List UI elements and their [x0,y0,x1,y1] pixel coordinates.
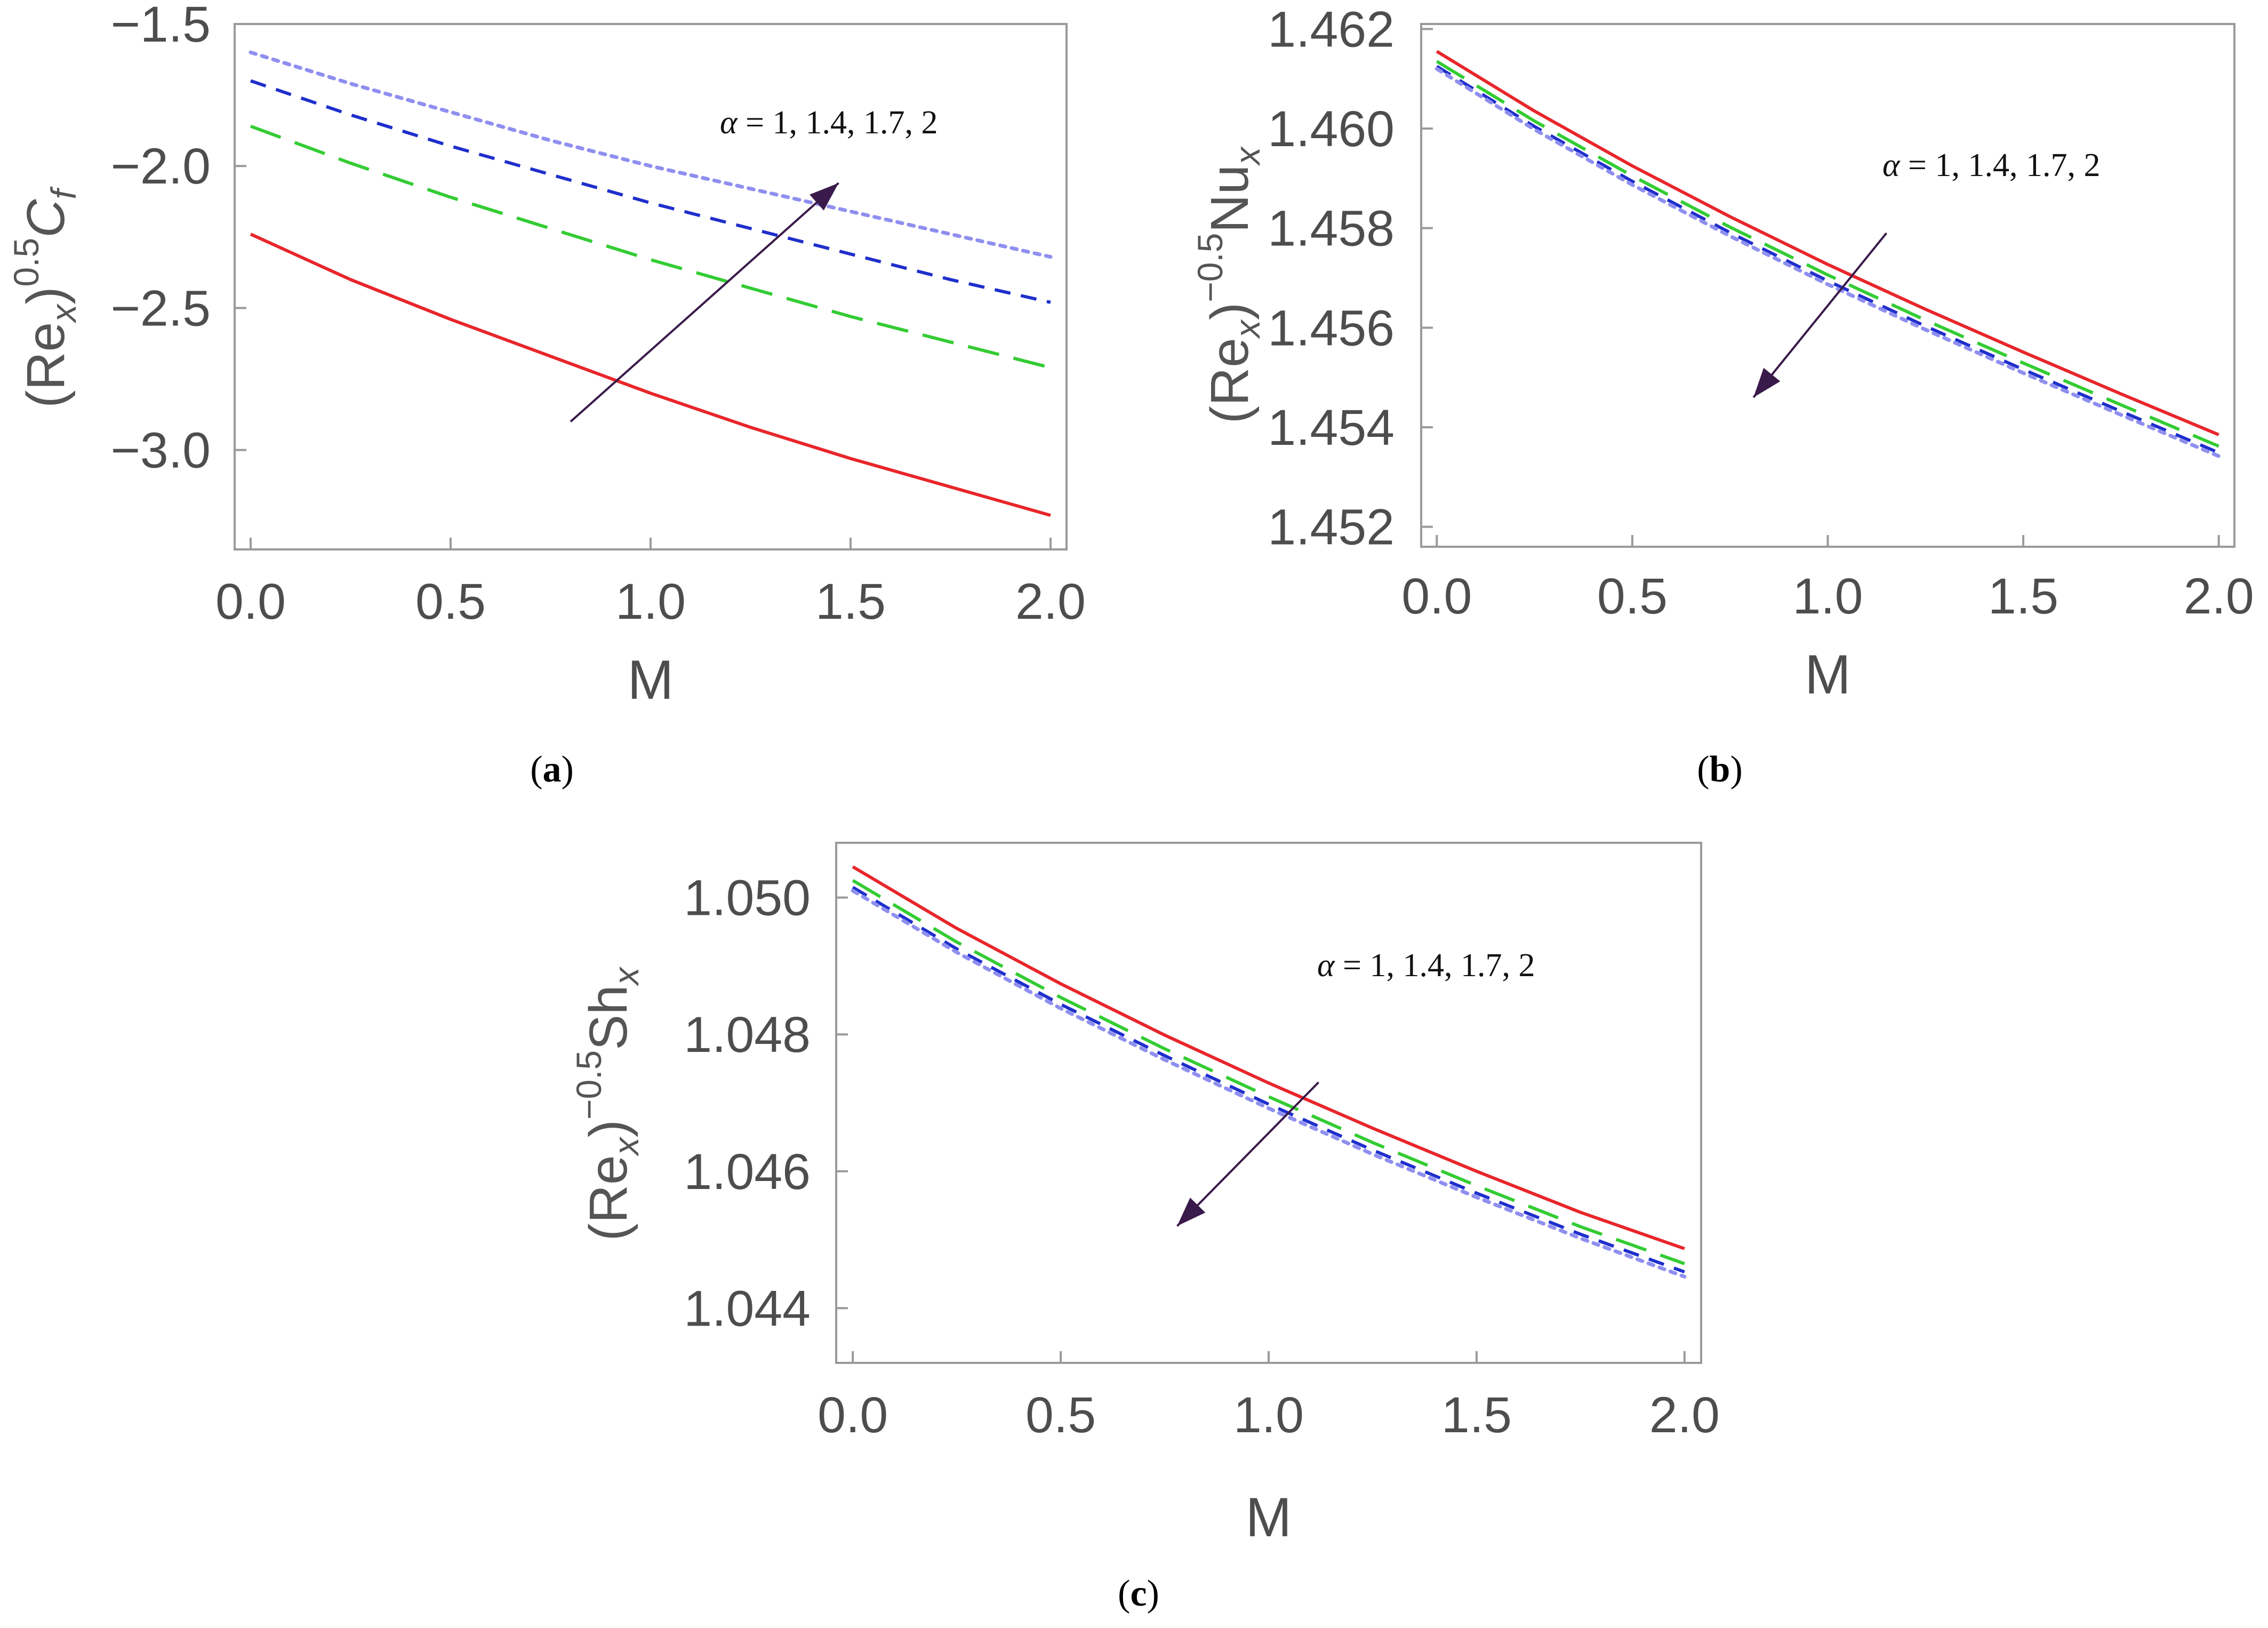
series-line-dash [250,79,1051,304]
trend-arrow-shaft [1752,232,1888,398]
x-tick-label: 0.0 [1401,568,1472,625]
y-tick-label: −2.0 [110,138,211,195]
y-tick-label: 1.460 [1268,101,1395,157]
trend-arrow-head [810,183,839,211]
series-line-solid [1436,50,2219,436]
series-line-dot [249,50,1053,259]
y-tick-label: 1.050 [684,870,811,927]
plot-frame [234,23,1068,550]
alpha-annotation: α = 1, 1.4, 1.7, 2 [1882,147,2101,183]
x-tick-label: 0.5 [415,573,486,630]
series-line-longdash [852,879,1685,1265]
series-line-dot [851,889,1687,1279]
x-tick-label: 1.0 [1792,568,1863,625]
y-tick-label: −3.0 [110,422,211,479]
x-tick-label: 2.0 [2184,568,2254,625]
y-axis-label: (Rex)−0.5Nux [1190,146,1267,424]
panel-label: (c) [1118,1573,1159,1614]
x-axis-label: M [1805,644,1851,706]
panel-label: (a) [530,749,574,790]
series-line-solid [250,233,1051,517]
x-tick-label: 0.5 [1597,568,1668,625]
y-tick-label: 1.458 [1268,201,1395,257]
y-tick-label: −2.5 [110,280,211,337]
y-tick-label: 1.046 [684,1144,811,1200]
trend-arrow-shaft [1176,1081,1320,1227]
trend-arrow-head [1177,1198,1206,1226]
x-tick-label: 1.0 [1233,1387,1304,1443]
x-tick-label: 0.0 [818,1387,888,1443]
y-tick-label: 1.462 [1268,1,1395,58]
x-axis-label: M [1246,1487,1292,1549]
series-group [851,865,1687,1279]
x-tick-label: 1.0 [615,573,686,630]
y-tick-label: 1.048 [684,1007,811,1063]
y-tick-label: 1.454 [1268,400,1395,456]
series-line-dash [1436,65,2219,454]
x-tick-label: 0.5 [1025,1387,1096,1443]
x-tick-label: 2.0 [1015,573,1086,630]
y-tick-label: −1.5 [110,0,211,53]
y-tick-label: 1.456 [1268,300,1395,356]
x-tick-label: 2.0 [1649,1387,1720,1443]
series-line-longdash [250,124,1051,370]
series-group [1434,50,2221,458]
x-tick-label: 1.5 [1441,1387,1512,1443]
series-line-dash [852,885,1685,1274]
series-line-solid [852,865,1685,1250]
alpha-annotation: α = 1, 1.4, 1.7, 2 [1317,947,1535,984]
y-tick-label: 1.044 [684,1280,811,1337]
x-tick-label: 1.5 [1988,568,2058,625]
y-tick-label: 1.452 [1268,499,1395,556]
chart-panel-a: 0.0 0.5 1.0 1.5 2.0 −3.0 −2.5 −2.0 −1.5 M (Rex)0.5… [6,0,1086,790]
series-line-longdash [1436,60,2219,448]
x-tick-label: 1.5 [815,573,886,630]
series-line-dot [1434,67,2221,458]
alpha-annotation: α = 1, 1.4, 1.7, 2 [720,105,938,141]
panel-label: (b) [1697,749,1743,790]
chart-panel-b: 0.0 0.5 1.0 1.5 2.0 1.452 1.454 1.456 1.458 1.460… [1190,1,2254,790]
x-tick-label: 0.0 [215,573,286,630]
y-axis-label: (Rex)−0.5Shx [569,966,646,1241]
series-group [249,50,1053,517]
y-axis-label: (Rex)0.5Cf [6,186,83,408]
trend-arrow-shaft [570,182,839,422]
chart-panel-c: 0.0 0.5 1.0 1.5 2.0 1.044 1.046 1.048 1.050 M (Rex… [569,842,1720,1614]
trend-arrow-head [1753,368,1781,397]
x-axis-label: M [628,649,674,711]
